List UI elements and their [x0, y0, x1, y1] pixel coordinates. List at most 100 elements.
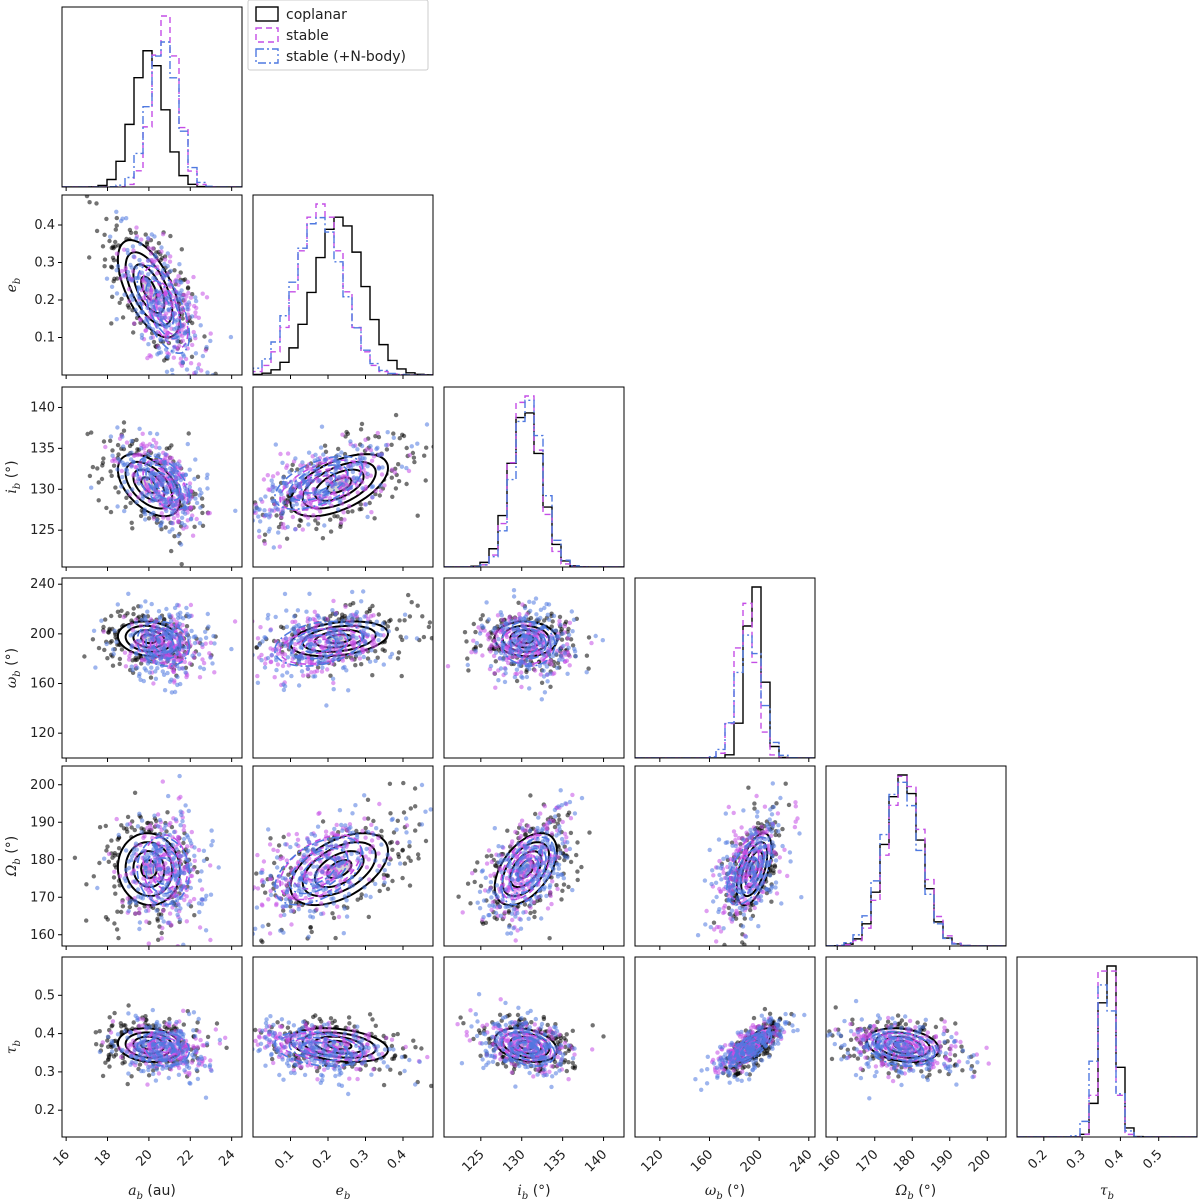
scatter-point — [474, 640, 480, 646]
scatter-point — [102, 257, 108, 262]
scatter-point — [415, 513, 420, 518]
scatter-point — [159, 930, 164, 936]
panel-frame — [61, 386, 243, 568]
scatter-point — [429, 636, 433, 641]
scatter-point — [351, 616, 356, 621]
scatter-point — [534, 612, 539, 617]
scatter-point — [139, 270, 144, 275]
scatter-point — [179, 288, 184, 293]
scatter-point — [133, 230, 138, 235]
scatter-point — [165, 893, 170, 898]
scatter-point — [155, 666, 160, 671]
scatter-point — [123, 664, 129, 669]
scatter-point — [311, 463, 317, 469]
scatter-point — [111, 463, 117, 468]
scatter-point — [203, 928, 209, 933]
scatter-point — [152, 813, 157, 818]
scatter-point — [285, 524, 290, 530]
scatter-point — [112, 921, 117, 926]
scatter-point — [165, 251, 170, 256]
scatter-point — [186, 300, 192, 305]
scatter-point — [197, 925, 203, 930]
scatter-point — [129, 857, 134, 863]
scatter-point — [174, 279, 179, 284]
scatter-point — [115, 263, 121, 269]
scatter-point — [166, 658, 171, 664]
scatter-point — [191, 274, 196, 280]
scatter-point — [328, 640, 333, 646]
scatter-point — [329, 503, 334, 508]
scatter-point — [105, 917, 111, 922]
scatter-point — [201, 666, 207, 672]
scatter-point — [293, 642, 298, 647]
scatter-point — [339, 622, 344, 627]
scatter-point — [163, 525, 168, 530]
scatter-point — [165, 866, 171, 871]
scatter-point — [279, 492, 284, 497]
scatter-point — [255, 636, 261, 641]
scatter-point — [407, 614, 413, 619]
scatter-point — [106, 851, 112, 857]
scatter-point — [128, 230, 134, 235]
scatter-point — [229, 646, 234, 652]
scatter-point — [388, 655, 393, 660]
scatter-point — [122, 650, 128, 655]
scatter-point — [160, 779, 165, 784]
scatter-point — [478, 643, 483, 648]
scatter-point — [407, 883, 413, 888]
scatter-point — [562, 651, 568, 656]
scatter-point — [140, 491, 145, 496]
scatter-point — [176, 902, 181, 908]
scatter-point — [414, 636, 420, 641]
scatter-point — [134, 499, 139, 505]
scatter-point — [186, 290, 191, 296]
scatter-point — [129, 825, 134, 830]
scatter-point — [314, 469, 319, 474]
scatter-point — [175, 513, 180, 518]
scatter-point — [351, 645, 357, 650]
scatter-point — [179, 515, 185, 520]
scatter-point — [382, 483, 387, 488]
scatter-point — [358, 617, 363, 622]
scatter-point — [343, 647, 349, 653]
scatter-point — [120, 434, 125, 439]
scatter-point — [331, 598, 336, 604]
scatter-point — [136, 674, 142, 679]
scatter-point — [513, 618, 518, 624]
scatter-point — [330, 676, 336, 681]
scatter-point — [389, 467, 395, 472]
scatter-point — [97, 860, 102, 866]
scatter-point — [343, 604, 348, 609]
scatter-point — [259, 658, 264, 663]
scatter-point — [540, 638, 545, 643]
scatter-point — [202, 334, 207, 339]
scatter-point — [201, 848, 207, 853]
scatter-point — [295, 483, 300, 488]
scatter-point — [110, 647, 116, 652]
scatter-point — [189, 873, 195, 879]
scatter-point — [520, 629, 526, 635]
scatter-point — [363, 502, 369, 507]
scatter-point — [306, 482, 311, 487]
scatter-point — [171, 289, 176, 294]
scatter-point — [320, 658, 325, 663]
scatter-point — [373, 488, 378, 494]
scatter-point — [188, 295, 194, 300]
scatter-point — [521, 642, 526, 647]
scatter-e-a-series-2 — [104, 209, 234, 375]
scatter-point — [114, 223, 119, 228]
scatter-point — [166, 516, 171, 521]
scatter-point — [125, 471, 130, 477]
scatter-point — [255, 673, 260, 679]
scatter-point — [139, 237, 144, 242]
scatter-point — [554, 634, 559, 639]
scatter-point — [178, 477, 183, 483]
scatter-point — [114, 317, 119, 322]
scatter-point — [176, 533, 181, 539]
scatter-point — [262, 532, 268, 537]
scatter-point — [385, 624, 391, 629]
scatter-point — [187, 497, 192, 502]
scatter-point — [402, 612, 408, 617]
scatter-point — [370, 451, 375, 456]
scatter-point — [246, 497, 250, 501]
